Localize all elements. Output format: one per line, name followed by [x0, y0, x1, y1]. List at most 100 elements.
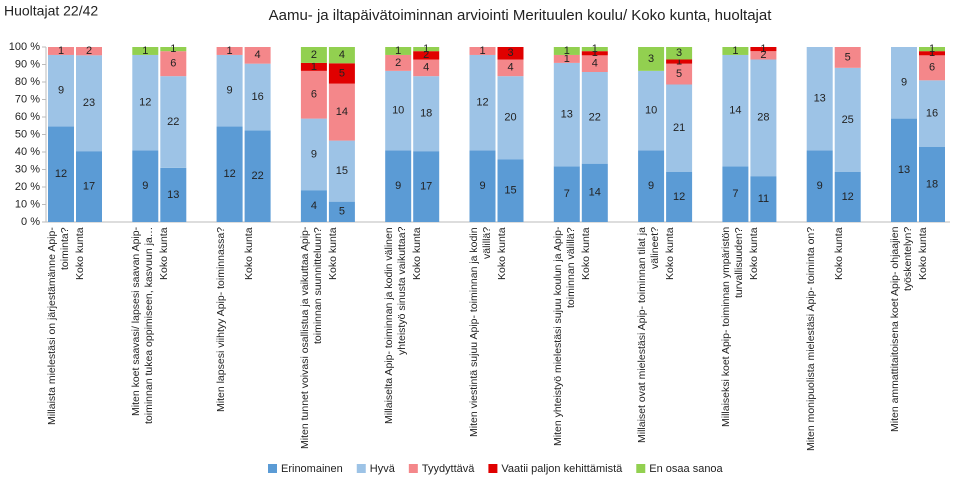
bar-segment: [216, 126, 243, 222]
x-tick-label: Koko kunta: [579, 227, 592, 280]
bar-segment: [666, 63, 693, 85]
y-tick-label: 90 %: [15, 58, 40, 70]
bar-segment: [160, 47, 187, 52]
bar-segment: [160, 51, 187, 77]
data-label: 11: [758, 193, 769, 205]
data-label: 7: [564, 188, 570, 200]
x-tick-label: Miten tunnet voivasi osallistua ja vaiku…: [298, 227, 324, 450]
bar-segment: [638, 47, 665, 71]
data-label: 9: [227, 85, 233, 97]
data-label: 20: [504, 112, 516, 124]
bar-segment: [328, 83, 355, 141]
bar-segment: [300, 47, 327, 63]
data-label: 28: [757, 112, 769, 124]
data-label: 1: [564, 53, 570, 65]
y-tick-label: 50 %: [15, 128, 40, 140]
data-label: 1: [395, 45, 401, 57]
data-label: 22: [251, 170, 263, 182]
bar-segment: [919, 55, 945, 81]
bar-segment: [722, 54, 749, 167]
bar-segment: [328, 201, 355, 222]
bar-segment: [581, 51, 608, 56]
bar-segment: [750, 59, 777, 177]
y-tick-label: 40 %: [15, 146, 40, 158]
y-tick-label: 80 %: [15, 76, 40, 88]
bar-segment: [722, 47, 749, 55]
legend-swatch: [268, 464, 277, 473]
bar-segment: [160, 167, 187, 222]
bar-segment: [132, 47, 159, 55]
data-label: 13: [814, 93, 826, 105]
x-tick-label: Koko kunta: [158, 227, 171, 280]
bar-segment: [300, 118, 327, 191]
data-label: 1: [732, 45, 738, 57]
data-label: 3: [507, 47, 513, 59]
y-tick-label: 30 %: [15, 163, 40, 175]
legend-label: Vaatii paljon kehittämistä: [501, 463, 623, 475]
legend-swatch: [488, 464, 498, 473]
bar-segment: [891, 47, 917, 119]
data-label: 6: [170, 58, 176, 70]
data-label: 4: [507, 62, 513, 74]
x-tick-label: Miten yhteistyö mielestäsi sujuu koulun …: [551, 227, 577, 447]
x-tick-label: Koko kunta: [74, 227, 86, 280]
data-label: 1: [58, 45, 64, 57]
bar-segment: [48, 126, 74, 222]
bar-segment: [919, 80, 945, 147]
x-tick-label: Koko kunta: [326, 227, 339, 280]
data-label: 4: [339, 49, 345, 61]
bar-segment: [328, 47, 355, 64]
data-label: 23: [83, 97, 95, 109]
bar-segment: [385, 70, 412, 151]
y-tick-label: 10 %: [15, 198, 40, 210]
bar-segment: [244, 130, 271, 222]
data-label: 1: [592, 47, 598, 59]
data-label: 14: [589, 187, 601, 199]
x-tick-label: Koko kunta: [495, 227, 508, 280]
data-label: 5: [676, 68, 682, 80]
legend-label: Erinomainen: [281, 463, 343, 475]
data-label: 15: [504, 185, 516, 197]
bar-segment: [300, 62, 327, 71]
bar-segment: [132, 54, 159, 151]
bar-segment: [666, 84, 693, 172]
x-tick-label: Miten monipuolista mielestäsi Apip- toim…: [804, 227, 817, 452]
data-label: 1: [929, 47, 935, 59]
data-label: 12: [673, 191, 685, 203]
data-label: 4: [255, 49, 261, 61]
data-label: 2: [395, 57, 401, 69]
bar-segment: [581, 47, 608, 52]
x-tick-label: Koko kunta: [917, 227, 929, 280]
data-label: 22: [167, 116, 179, 128]
data-label: 13: [561, 109, 573, 121]
data-label: 13: [167, 189, 179, 201]
data-label: 16: [251, 91, 263, 103]
legend-swatch: [408, 464, 418, 473]
bar-segment: [469, 54, 496, 151]
bar-segment: [750, 47, 777, 52]
bar-segment: [216, 47, 243, 55]
bar-segment: [553, 54, 580, 63]
x-tick-label: Millaiseksi koet Apip- toiminnan ympäris…: [720, 227, 746, 428]
bar-segment: [553, 166, 580, 222]
data-label: 21: [673, 122, 685, 134]
bar-segment: [469, 47, 496, 55]
data-label: 3: [676, 47, 682, 59]
bar-segment: [244, 63, 271, 131]
bar-segment: [328, 140, 355, 202]
bar-segment: [553, 47, 580, 55]
data-label: 12: [842, 191, 854, 203]
bar-segment: [413, 51, 440, 60]
bar-segment: [497, 59, 524, 77]
data-label: 6: [929, 62, 935, 74]
data-label: 10: [645, 105, 657, 117]
data-label: 2: [423, 49, 429, 61]
data-label: 1: [227, 45, 233, 57]
data-label: 16: [926, 108, 938, 120]
x-tick-label: Koko kunta: [411, 227, 424, 280]
bar-segment: [413, 76, 440, 152]
data-label: 13: [898, 164, 910, 176]
data-label: 2: [760, 49, 766, 61]
x-tick-label: Miten ammattitaitoisena koet Apip- ohjaa…: [889, 227, 914, 433]
